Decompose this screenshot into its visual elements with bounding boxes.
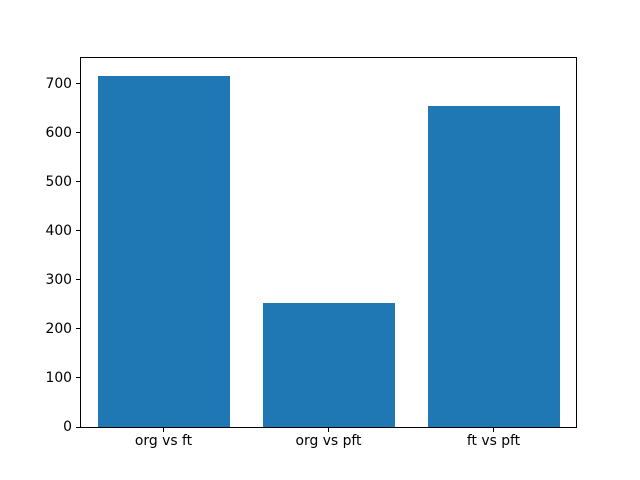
x-tick-mark [328, 428, 329, 432]
x-tick-label-ft-vs-pft: ft vs pft [466, 433, 521, 449]
y-tick-mark [76, 181, 80, 183]
bar-org-vs-ft [97, 75, 230, 427]
y-tick-label: 700 [45, 75, 72, 92]
x-tick-mark [493, 428, 494, 432]
y-tick-label: 300 [45, 271, 72, 288]
y-tick-mark [76, 279, 80, 281]
y-tick-label: 0 [63, 419, 72, 435]
bar-org-vs-pft [262, 303, 395, 427]
y-tick-label: 500 [45, 173, 72, 190]
plot-area [80, 57, 577, 428]
x-tick-mark [163, 428, 164, 432]
y-tick-label: 600 [45, 124, 72, 141]
y-tick-mark [76, 426, 80, 428]
y-tick-mark [76, 328, 80, 330]
y-tick-label: 200 [45, 320, 72, 337]
y-tick-mark [76, 83, 80, 85]
y-tick-mark [76, 132, 80, 134]
y-tick-mark [76, 230, 80, 232]
y-tick-label: 400 [45, 222, 72, 239]
y-tick-mark [76, 377, 80, 379]
y-tick-label: 100 [45, 369, 72, 386]
x-tick-label-org-vs-ft: org vs ft [134, 433, 193, 449]
bar-ft-vs-pft [427, 105, 560, 427]
x-tick-label-org-vs-pft: org vs pft [295, 433, 362, 449]
